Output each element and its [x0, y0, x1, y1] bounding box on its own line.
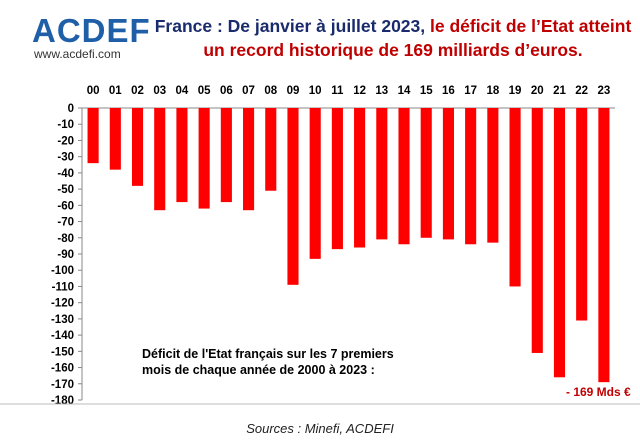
bar-00 [87, 108, 99, 164]
x-tick-label-23: 23 [597, 85, 610, 97]
bar-12 [354, 108, 366, 248]
bar-10 [309, 108, 321, 259]
x-tick-label-10: 10 [309, 85, 322, 97]
y-tick-label: -130 [51, 314, 74, 326]
callout-2023-value: - 169 Mds € [566, 385, 631, 399]
bar-15 [420, 108, 432, 238]
x-tick-label-19: 19 [509, 85, 522, 97]
x-tick-label-05: 05 [198, 85, 211, 97]
x-tick-label-11: 11 [331, 85, 344, 97]
x-tick-label-08: 08 [264, 85, 277, 97]
bar-01 [109, 108, 121, 170]
bar-19 [509, 108, 521, 287]
y-tick-label: -20 [57, 135, 74, 147]
y-tick-labels: 0 -10 -20 -30 -40 -50 -60 -70 -80 -90 -100 -110 -120… [51, 103, 82, 407]
y-tick-label: -80 [57, 233, 74, 245]
y-tick-label: -70 [57, 217, 74, 229]
x-tick-label-04: 04 [176, 85, 189, 97]
bars [87, 108, 610, 383]
y-tick-label: -110 [52, 281, 74, 293]
bar-03 [154, 108, 166, 211]
x-tick-label-01: 01 [109, 85, 122, 97]
x-tick-label-12: 12 [353, 85, 366, 97]
y-tick-label: -100 [51, 265, 74, 277]
y-tick-label: -120 [51, 298, 74, 310]
bar-21 [553, 108, 566, 378]
bar-13 [376, 108, 388, 240]
x-tick-label-13: 13 [375, 85, 388, 97]
x-tick-label-07: 07 [242, 85, 255, 97]
bar-14 [398, 108, 410, 245]
chart-annotation: Déficit de l'Etat français sur les 7 pre… [142, 346, 394, 378]
logo-url: www.acdefi.com [33, 47, 121, 61]
bar-08 [265, 108, 277, 191]
logo-text: ACDEFI [32, 12, 152, 49]
bar-04 [176, 108, 188, 203]
x-tick-label-17: 17 [464, 85, 477, 97]
y-tick-label: -180 [51, 395, 74, 407]
x-tick-label-18: 18 [486, 85, 499, 97]
title-part-1: France : De janvier à juillet 2023, [154, 16, 426, 36]
y-tick-label: -60 [57, 200, 74, 212]
bar-09 [287, 108, 299, 285]
y-tick-label: -90 [57, 249, 74, 261]
y-tick-label: -10 [57, 119, 74, 131]
chart-title: France : De janvier à juillet 2023, le d… [150, 14, 636, 62]
x-tick-label-14: 14 [398, 85, 411, 97]
x-tick-label-15: 15 [420, 85, 433, 97]
bar-07 [243, 108, 255, 211]
y-tick-label: -160 [51, 363, 74, 375]
y-tick-label: -170 [51, 379, 74, 391]
y-tick-label: -40 [57, 168, 74, 180]
bar-05 [198, 108, 210, 209]
title-line-1: France : De janvier à juillet 2023, le d… [150, 14, 636, 38]
x-tick-label-02: 02 [131, 85, 144, 97]
x-tick-label-22: 22 [575, 85, 588, 97]
bar-16 [442, 108, 454, 240]
bar-06 [220, 108, 232, 203]
source-note: Sources : Minefi, ACDEFI [246, 421, 394, 436]
y-tick-label: -50 [57, 184, 74, 196]
bar-20 [531, 108, 543, 353]
x-tick-label-00: 00 [87, 85, 100, 97]
y-tick-label: 0 [68, 103, 74, 115]
bar-11 [331, 108, 343, 250]
x-tick-label-09: 09 [287, 85, 300, 97]
bar-02 [131, 108, 144, 186]
y-tick-label: -30 [57, 152, 74, 164]
bar-chart: 00 01 02 03 04 05 06 07 08 09 10 11 12 13 14 15 16 17 18 19… [0, 85, 640, 407]
x-tick-labels: 00 01 02 03 04 05 06 07 08 09 10 11 12 13 14 15 16 17 18 19… [87, 85, 611, 97]
annotation-line-1: Déficit de l'Etat français sur les 7 pre… [142, 347, 394, 361]
acdefi-logo: ACDEFI www.acdefi.com [32, 12, 152, 61]
y-tick-label: -140 [51, 330, 74, 342]
bar-23 [598, 108, 610, 383]
y-tick-label: -150 [51, 346, 74, 358]
x-tick-label-06: 06 [220, 85, 233, 97]
title-part-2: le déficit de l’Etat atteint [425, 16, 632, 36]
x-tick-label-21: 21 [553, 85, 566, 97]
bar-18 [487, 108, 499, 243]
x-tick-label-03: 03 [153, 85, 166, 97]
bar-22 [576, 108, 588, 321]
x-tick-label-16: 16 [442, 85, 455, 97]
title-line-2: un record historique de 169 milliards d’… [203, 40, 583, 60]
x-tick-label-20: 20 [531, 85, 544, 97]
bar-17 [465, 108, 477, 245]
annotation-line-2: mois de chaque année de 2000 à 2023 : [142, 363, 375, 377]
